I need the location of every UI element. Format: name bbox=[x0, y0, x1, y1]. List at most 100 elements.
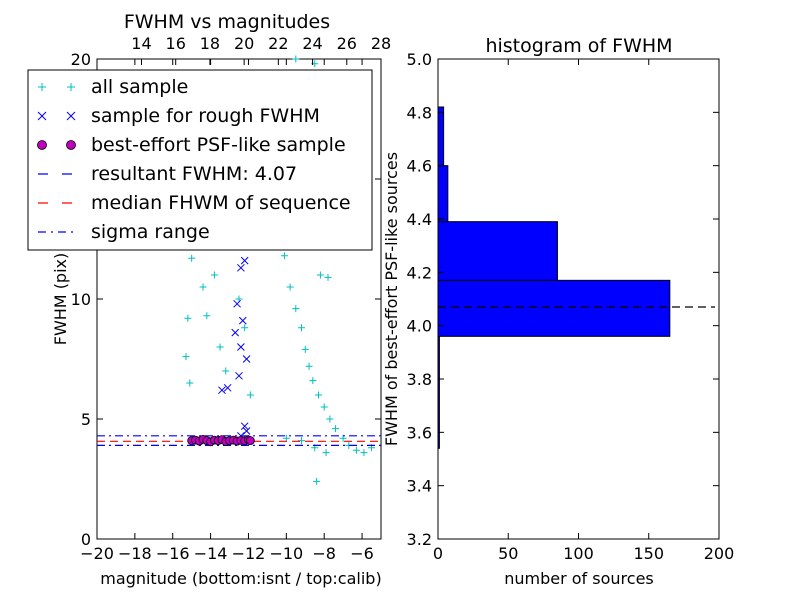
all-sample-point bbox=[186, 379, 194, 387]
histogram-x-tick-label: 100 bbox=[563, 544, 594, 563]
top-axis-tick-label: 14 bbox=[131, 34, 151, 53]
histogram-bar bbox=[437, 221, 558, 281]
scatter-y-tick-label: 5 bbox=[81, 410, 91, 429]
all-sample-point bbox=[241, 324, 249, 332]
histogram-y-axis-label: FWHM of best-effort PSF-like sources bbox=[382, 152, 401, 446]
all-sample-point bbox=[360, 449, 368, 457]
all-sample-point bbox=[203, 312, 211, 320]
histogram-title: histogram of FWHM bbox=[485, 35, 672, 57]
scatter-x-tick-label: −16 bbox=[156, 544, 190, 563]
legend-best-effort-marker bbox=[37, 140, 47, 150]
all-sample-point bbox=[292, 55, 300, 63]
all-sample-point bbox=[322, 449, 330, 457]
all-sample-point bbox=[216, 343, 224, 351]
all-sample-point bbox=[332, 425, 340, 433]
scatter-x-tick-label: −14 bbox=[194, 544, 228, 563]
all-sample-point bbox=[320, 403, 328, 411]
all-sample-point bbox=[280, 252, 288, 260]
histogram-y-tick-label: 3.2 bbox=[407, 530, 432, 549]
rough-sample-point bbox=[238, 316, 247, 325]
rough-sample-point bbox=[235, 371, 243, 380]
all-sample-point bbox=[324, 273, 332, 281]
all-sample-point bbox=[297, 437, 305, 445]
top-axis-tick-label: 22 bbox=[268, 34, 288, 53]
histogram-bar bbox=[437, 165, 449, 223]
rough-sample-point bbox=[240, 422, 249, 431]
rough-sample-point bbox=[218, 386, 226, 395]
rough-sample-point bbox=[240, 256, 249, 265]
scatter-y-axis-label: FWHM (pix) bbox=[51, 253, 70, 346]
histogram-marks bbox=[437, 106, 715, 449]
histogram-y-tick-label: 4.6 bbox=[407, 157, 432, 176]
scatter-x-axis-label: magnitude (bottom:isnt / top:calib) bbox=[100, 569, 381, 588]
legend-label-all-sample: all sample bbox=[91, 76, 188, 98]
histogram-y-tick-label: 5.0 bbox=[407, 50, 432, 69]
histogram-x-axis-label: number of sources bbox=[504, 569, 654, 588]
all-sample-point bbox=[305, 362, 313, 370]
histogram-y-tick-label: 4.8 bbox=[407, 103, 432, 122]
legend-rough-marker bbox=[66, 111, 76, 121]
rough-sample-point bbox=[223, 383, 232, 392]
histogram-y-tick-label: 3.4 bbox=[407, 477, 432, 496]
all-sample-point bbox=[282, 434, 290, 442]
rough-sample-point bbox=[237, 343, 245, 351]
scatter-y-tick-label: 10 bbox=[71, 290, 91, 309]
top-axis-tick-label: 24 bbox=[302, 34, 322, 53]
all-sample-point bbox=[199, 283, 207, 291]
all-sample-point bbox=[326, 415, 334, 423]
legend-best-effort-marker bbox=[66, 140, 76, 150]
all-sample-point bbox=[352, 446, 360, 454]
all-sample-point bbox=[222, 367, 230, 375]
scatter-title: FWHM vs magnitudes bbox=[124, 11, 330, 33]
scatter-x-tick-label: −12 bbox=[232, 544, 266, 563]
histogram-x-tick-label: 0 bbox=[433, 544, 443, 563]
scatter-x-tick-label: −8 bbox=[312, 544, 336, 563]
rough-sample-point bbox=[242, 427, 251, 435]
scatter-ticks: −20 −18 −16 −14 −12 −10 −8 −6 0 5 10 20 bbox=[71, 50, 381, 563]
scatter-x-tick-label: −20 bbox=[80, 544, 114, 563]
legend-all-sample-marker bbox=[38, 83, 46, 91]
histogram-y-tick-label: 3.6 bbox=[407, 423, 432, 442]
scatter-y-tick-label: 20 bbox=[71, 50, 91, 69]
rough-sample-point bbox=[242, 355, 251, 363]
top-axis-tick-label: 28 bbox=[371, 34, 391, 53]
all-sample-point bbox=[246, 391, 254, 399]
histogram-x-tick-label: 50 bbox=[498, 544, 518, 563]
all-sample-point bbox=[297, 324, 305, 332]
legend-box bbox=[27, 69, 373, 251]
all-sample-point bbox=[182, 353, 190, 361]
all-sample-point bbox=[309, 377, 317, 385]
histogram-x-tick-label: 150 bbox=[633, 544, 664, 563]
legend-samples bbox=[37, 83, 76, 233]
all-sample-point bbox=[301, 345, 309, 353]
legend-label-resultant-fwhm: resultant FWHM: 4.07 bbox=[91, 163, 297, 185]
histogram-x-tick-label: 200 bbox=[704, 544, 735, 563]
histogram-y-tick-label: 4.2 bbox=[407, 263, 432, 282]
rough-sample-point bbox=[231, 328, 240, 337]
legend-label-best-effort-sample: best-effort PSF-like sample bbox=[91, 134, 346, 156]
scatter-panel: FWHM vs magnitudes −20 −18 −16 −14 −12 −10 −8−… bbox=[27, 11, 391, 588]
histogram-y-tick-label: 4.4 bbox=[407, 210, 432, 229]
all-sample-point bbox=[313, 477, 321, 485]
legend-label-rough-sample: sample for rough FWHM bbox=[91, 105, 320, 127]
rough-sample-point bbox=[233, 299, 241, 308]
legend-all-sample-marker bbox=[67, 83, 75, 91]
histogram-bar bbox=[437, 279, 671, 337]
top-axis-tick-label: 20 bbox=[234, 34, 254, 53]
all-sample-point bbox=[316, 271, 324, 279]
all-sample-point bbox=[188, 254, 196, 262]
all-sample-point bbox=[315, 391, 323, 399]
legend-label-median-fwhm: median FHWM of sequence bbox=[91, 192, 351, 214]
all-sample-point bbox=[292, 305, 300, 313]
all-sample-point bbox=[210, 271, 218, 279]
legend-rough-marker bbox=[37, 111, 47, 121]
histogram-bar bbox=[437, 106, 445, 167]
scatter-x-tick-label: −10 bbox=[269, 544, 303, 563]
histogram-panel: histogram of FWHM 0 50 100 150 200 3.2 3.4 3.6 3… bbox=[382, 35, 734, 588]
legend: all sample sample for rough FWHM best-ef… bbox=[27, 69, 373, 251]
top-axis-tick-label: 18 bbox=[200, 34, 220, 53]
histogram-y-tick-label: 4.0 bbox=[407, 317, 432, 336]
legend-label-sigma-range: sigma range bbox=[91, 221, 210, 243]
best-effort-point bbox=[245, 436, 255, 446]
